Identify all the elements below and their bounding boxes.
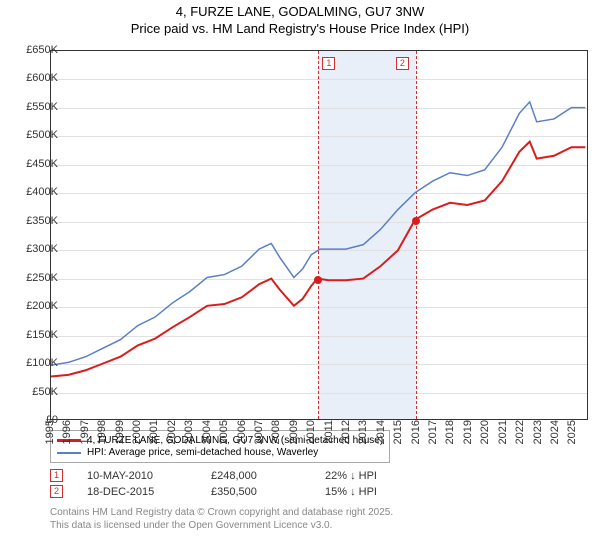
x-axis-label: 2022 — [514, 420, 526, 460]
x-axis-label: 2021 — [497, 420, 509, 460]
x-axis-label: 2018 — [444, 420, 456, 460]
x-axis-label: 2007 — [253, 420, 265, 460]
x-axis-label: 2011 — [323, 420, 335, 460]
y-axis-label: £400K — [10, 186, 58, 198]
y-axis-label: £600K — [10, 72, 58, 84]
x-axis-label: 2006 — [236, 420, 248, 460]
x-axis-label: 1995 — [44, 420, 56, 460]
chart-title: 4, FURZE LANE, GODALMING, GU7 3NW Price … — [0, 0, 600, 38]
x-axis-label: 1998 — [96, 420, 108, 460]
y-axis-label: £350K — [10, 215, 58, 227]
event-row: 110-MAY-2010£248,00022% ↓ HPI — [50, 469, 588, 482]
events-table: 110-MAY-2010£248,00022% ↓ HPI 218-DEC-201… — [50, 469, 588, 498]
footer-attribution: Contains HM Land Registry data © Crown c… — [50, 506, 588, 532]
y-axis-label: £650K — [10, 44, 58, 56]
y-axis-label: £300K — [10, 243, 58, 255]
x-axis-label: 2009 — [288, 420, 300, 460]
x-axis-label: 2014 — [375, 420, 387, 460]
x-axis-label: 2010 — [305, 420, 317, 460]
x-axis-label: 2020 — [479, 420, 491, 460]
x-axis-label: 2008 — [270, 420, 282, 460]
x-axis-label: 2005 — [218, 420, 230, 460]
x-axis-label: 2001 — [148, 420, 160, 460]
x-axis-label: 2017 — [427, 420, 439, 460]
x-axis-label: 2019 — [462, 420, 474, 460]
x-axis-label: 2002 — [166, 420, 178, 460]
y-axis-label: £200K — [10, 300, 58, 312]
x-axis-label: 2024 — [549, 420, 561, 460]
y-axis-label: £450K — [10, 158, 58, 170]
y-axis-label: £550K — [10, 101, 58, 113]
y-axis-label: £50K — [10, 386, 58, 398]
x-axis-label: 2023 — [532, 420, 544, 460]
x-axis-label: 2025 — [566, 420, 578, 460]
y-axis-label: £500K — [10, 129, 58, 141]
x-axis-label: 2013 — [357, 420, 369, 460]
x-axis-label: 2004 — [201, 420, 213, 460]
y-axis-label: £150K — [10, 329, 58, 341]
x-axis-label: 2003 — [183, 420, 195, 460]
y-axis-label: £100K — [10, 357, 58, 369]
event-row: 218-DEC-2015£350,50015% ↓ HPI — [50, 485, 588, 498]
x-axis-label: 1999 — [114, 420, 126, 460]
chart-plot-area: 12 — [50, 50, 588, 420]
x-axis-label: 1996 — [61, 420, 73, 460]
x-axis-label: 2016 — [410, 420, 422, 460]
y-axis-label: £250K — [10, 272, 58, 284]
x-axis-label: 1997 — [79, 420, 91, 460]
x-axis-label: 2000 — [131, 420, 143, 460]
x-axis-label: 2012 — [340, 420, 352, 460]
x-axis-label: 2015 — [392, 420, 404, 460]
